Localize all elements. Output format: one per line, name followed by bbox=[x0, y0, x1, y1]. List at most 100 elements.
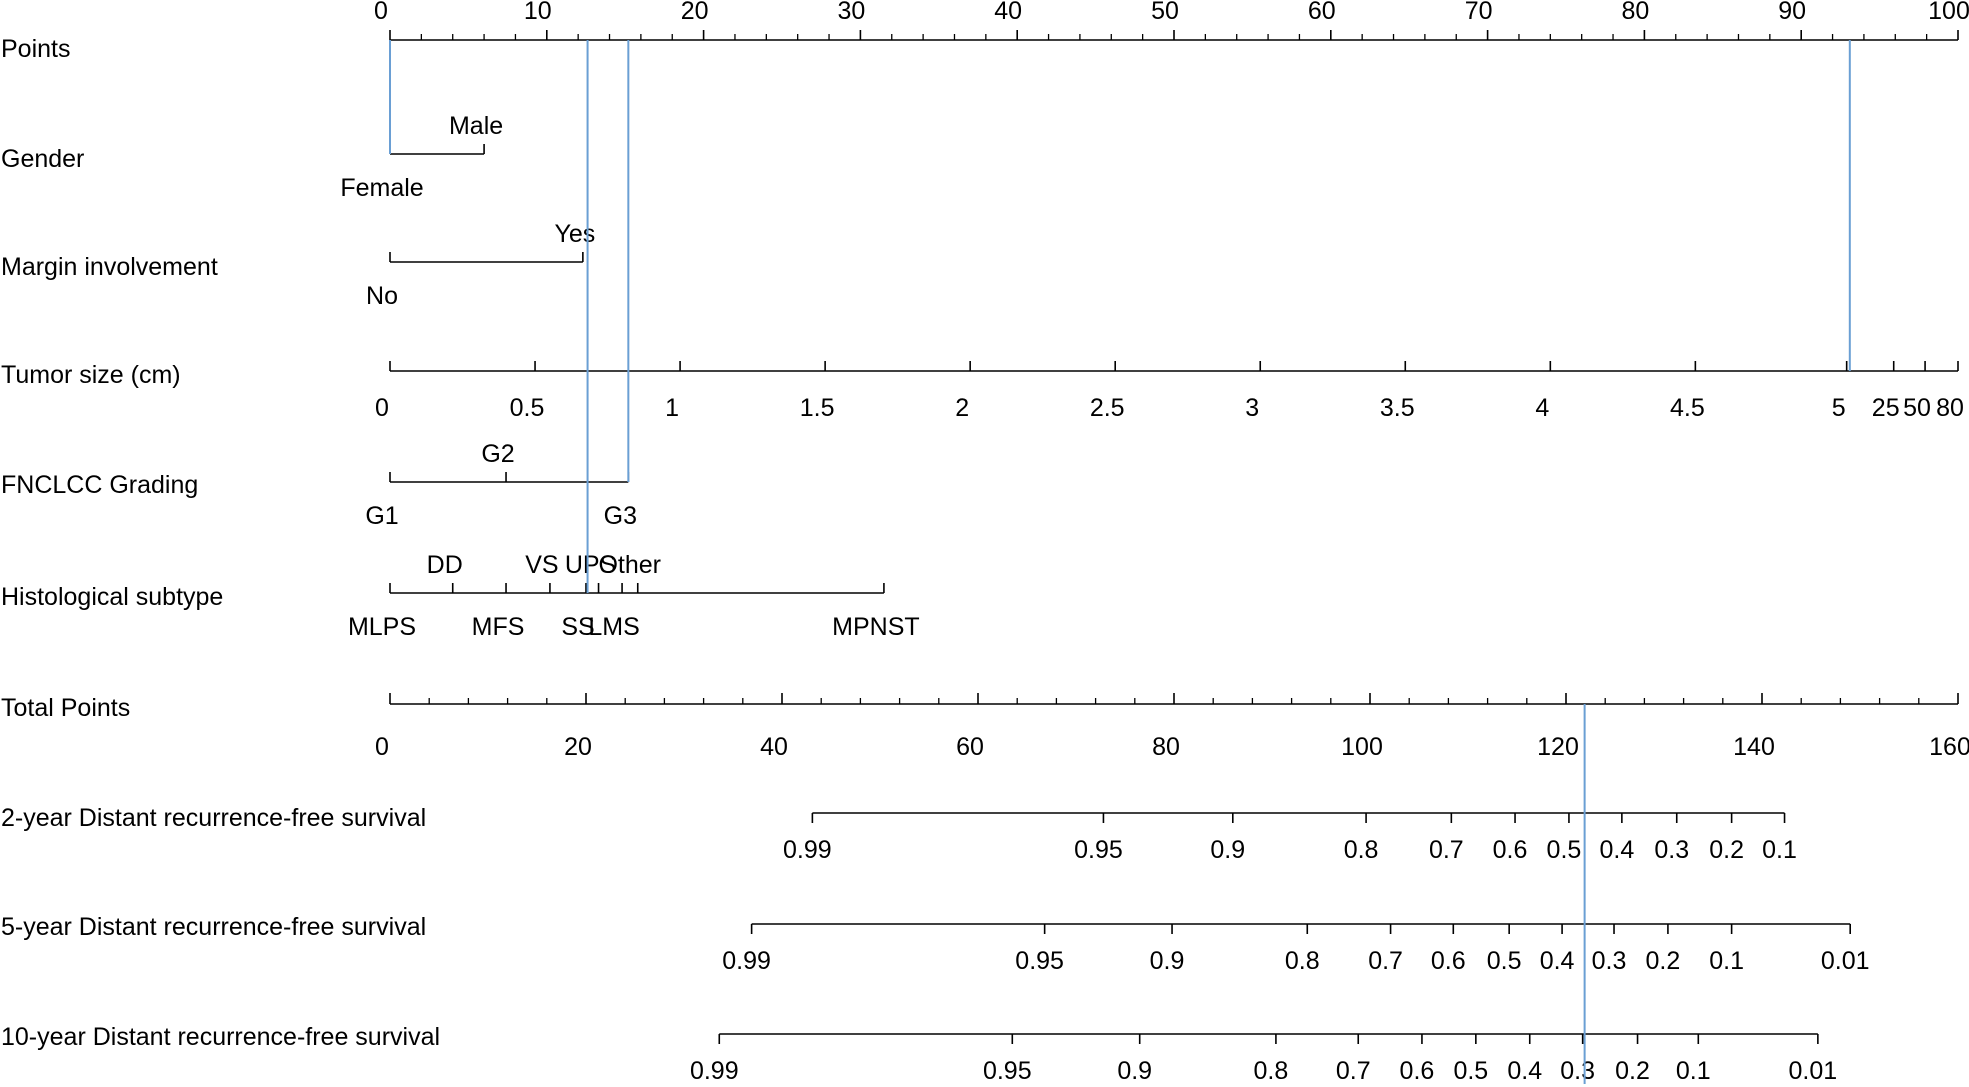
gender-level-label: Male bbox=[449, 112, 503, 140]
surv2-tick-label: 0.95 bbox=[1074, 836, 1123, 864]
points-tick-label: 10 bbox=[524, 0, 552, 25]
points-tick-label: 100 bbox=[1928, 0, 1969, 25]
tumor_size-tick-label: 4 bbox=[1535, 394, 1549, 422]
surv5-tick-label: 0.4 bbox=[1540, 947, 1575, 975]
row-label-total: Total Points bbox=[1, 694, 130, 722]
points-tick-label: 90 bbox=[1778, 0, 1806, 25]
total-tick-label: 100 bbox=[1341, 733, 1383, 761]
row-label-tumor_size: Tumor size (cm) bbox=[1, 361, 181, 389]
row-label-fnclcc: FNCLCC Grading bbox=[1, 471, 198, 499]
surv5-tick-label: 0.6 bbox=[1431, 947, 1466, 975]
tumor_size-tick-label: 5 bbox=[1832, 394, 1846, 422]
surv2-tick-label: 0.5 bbox=[1547, 836, 1582, 864]
surv5-tick-label: 0.1 bbox=[1709, 947, 1744, 975]
surv2-tick-label: 0.8 bbox=[1344, 836, 1379, 864]
tumor_size-tick-label: 25 bbox=[1872, 394, 1900, 422]
surv2-tick-label: 0.6 bbox=[1493, 836, 1528, 864]
total-tick-label: 140 bbox=[1733, 733, 1775, 761]
row-label-surv2: 2-year Distant recurrence-free survival bbox=[1, 804, 426, 832]
tumor_size-tick-label: 4.5 bbox=[1670, 394, 1705, 422]
surv10-tick-label: 0.6 bbox=[1400, 1057, 1435, 1085]
surv10-tick-label: 0.7 bbox=[1336, 1057, 1371, 1085]
total-tick-label: 80 bbox=[1152, 733, 1180, 761]
axis-surv5: 0.99 0.95 0.9 0.8 0.7 0.6 0.5 0.4 0.3 0.2 0.1 0.01 bbox=[722, 923, 1870, 975]
axis-histology: MLPS DD MFS VS SS UPS LMS Other MPNST bbox=[348, 551, 920, 641]
histology-level-label: MLPS bbox=[348, 613, 416, 641]
surv2-tick-label: 0.7 bbox=[1429, 836, 1464, 864]
tumor_size-tick-label: 0.5 bbox=[510, 394, 545, 422]
surv5-tick-label: 0.95 bbox=[1015, 947, 1064, 975]
tumor_size-tick-label: 2 bbox=[955, 394, 969, 422]
surv10-tick-label: 0.5 bbox=[1453, 1057, 1488, 1085]
total-tick-label: 120 bbox=[1537, 733, 1579, 761]
surv10-tick-label: 0.01 bbox=[1789, 1057, 1838, 1085]
histology-level-label: DD bbox=[427, 551, 463, 579]
surv10-tick-label: 0.8 bbox=[1254, 1057, 1289, 1085]
surv10-tick-label: 0.4 bbox=[1507, 1057, 1542, 1085]
tumor_size-tick-label: 3 bbox=[1245, 394, 1259, 422]
surv5-tick-label: 0.01 bbox=[1821, 947, 1870, 975]
surv5-tick-label: 0.2 bbox=[1646, 947, 1681, 975]
surv5-tick-label: 0.7 bbox=[1368, 947, 1403, 975]
axis-margin: No Yes bbox=[366, 220, 595, 310]
surv2-tick-label: 0.3 bbox=[1654, 836, 1689, 864]
row-label-surv5: 5-year Distant recurrence-free survival bbox=[1, 913, 426, 941]
row-label-surv10: 10-year Distant recurrence-free survival bbox=[1, 1023, 440, 1051]
points-tick-label: 80 bbox=[1621, 0, 1649, 25]
histology-level-label: MPNST bbox=[832, 613, 920, 641]
total-tick-label: 160 bbox=[1929, 733, 1969, 761]
row-label-gender: Gender bbox=[1, 145, 84, 173]
gender-level-label: Female bbox=[340, 174, 423, 202]
axis-gender: Female Male bbox=[340, 112, 503, 202]
surv5-tick-label: 0.9 bbox=[1150, 947, 1185, 975]
surv10-tick-label: 0.2 bbox=[1615, 1057, 1650, 1085]
histology-level-label: LMS bbox=[588, 613, 639, 641]
tumor_size-tick-label: 50 bbox=[1903, 394, 1931, 422]
surv2-tick-label: 0.99 bbox=[783, 836, 832, 864]
surv2-tick-label: 0.1 bbox=[1762, 836, 1797, 864]
row-label-margin: Margin involvement bbox=[1, 253, 218, 281]
histology-level-label: Other bbox=[598, 551, 661, 579]
surv10-tick-label: 0.99 bbox=[690, 1057, 739, 1085]
row-label-histology: Histological subtype bbox=[1, 583, 223, 611]
points-tick-label: 20 bbox=[681, 0, 709, 25]
fnclcc-level-label: G3 bbox=[604, 502, 637, 530]
fnclcc-level-label: G1 bbox=[365, 502, 398, 530]
histology-level-label: VS bbox=[525, 551, 558, 579]
histology-level-label: MFS bbox=[472, 613, 525, 641]
axis-surv2: 0.99 0.95 0.9 0.8 0.7 0.6 0.5 0.4 0.3 0.2 0.1 bbox=[783, 812, 1797, 864]
points-tick-label: 40 bbox=[994, 0, 1022, 25]
margin-level-label: No bbox=[366, 282, 398, 310]
tumor_size-tick-label: 3.5 bbox=[1380, 394, 1415, 422]
surv10-tick-label: 0.9 bbox=[1117, 1057, 1152, 1085]
points-tick-label: 60 bbox=[1308, 0, 1336, 25]
row-label-points: Points bbox=[1, 35, 70, 63]
axis-surv10: 0.99 0.95 0.9 0.8 0.7 0.6 0.5 0.4 0.3 0.2 0.1 0.01 bbox=[690, 1033, 1838, 1085]
tumor_size-tick-label: 1.5 bbox=[800, 394, 835, 422]
surv5-tick-label: 0.5 bbox=[1487, 947, 1522, 975]
tumor_size-tick-label: 80 bbox=[1936, 394, 1964, 422]
surv2-tick-label: 0.2 bbox=[1709, 836, 1744, 864]
surv5-tick-label: 0.3 bbox=[1592, 947, 1627, 975]
histology-level-label: SS bbox=[561, 613, 594, 641]
tumor_size-tick-label: 1 bbox=[665, 394, 679, 422]
surv5-tick-label: 0.99 bbox=[722, 947, 771, 975]
axis-tumor_size: 0 0.5 1 1.5 2 2.5 3 3.5 4 4.5 5 25 50 80 bbox=[375, 361, 1964, 422]
surv2-tick-label: 0.9 bbox=[1210, 836, 1245, 864]
row-labels: Points Gender Margin involvement Tumor size… bbox=[1, 35, 440, 1051]
total-tick-label: 40 bbox=[760, 733, 788, 761]
fnclcc-level-label: G2 bbox=[481, 440, 514, 468]
axis-fnclcc: G1 G2 G3 bbox=[365, 440, 637, 530]
histology-level-label: UPS bbox=[565, 551, 616, 579]
points-tick-label: 70 bbox=[1465, 0, 1493, 25]
axis-total: 0 20 40 60 80 100 120 140 160 bbox=[375, 693, 1969, 761]
total-tick-label: 0 bbox=[375, 733, 389, 761]
points-tick-label: 50 bbox=[1151, 0, 1179, 25]
total-tick-label: 60 bbox=[956, 733, 984, 761]
points-tick-label: 30 bbox=[837, 0, 865, 25]
tumor_size-tick-label: 2.5 bbox=[1090, 394, 1125, 422]
guide-lines bbox=[389, 40, 1851, 1084]
surv2-tick-label: 0.4 bbox=[1599, 836, 1634, 864]
